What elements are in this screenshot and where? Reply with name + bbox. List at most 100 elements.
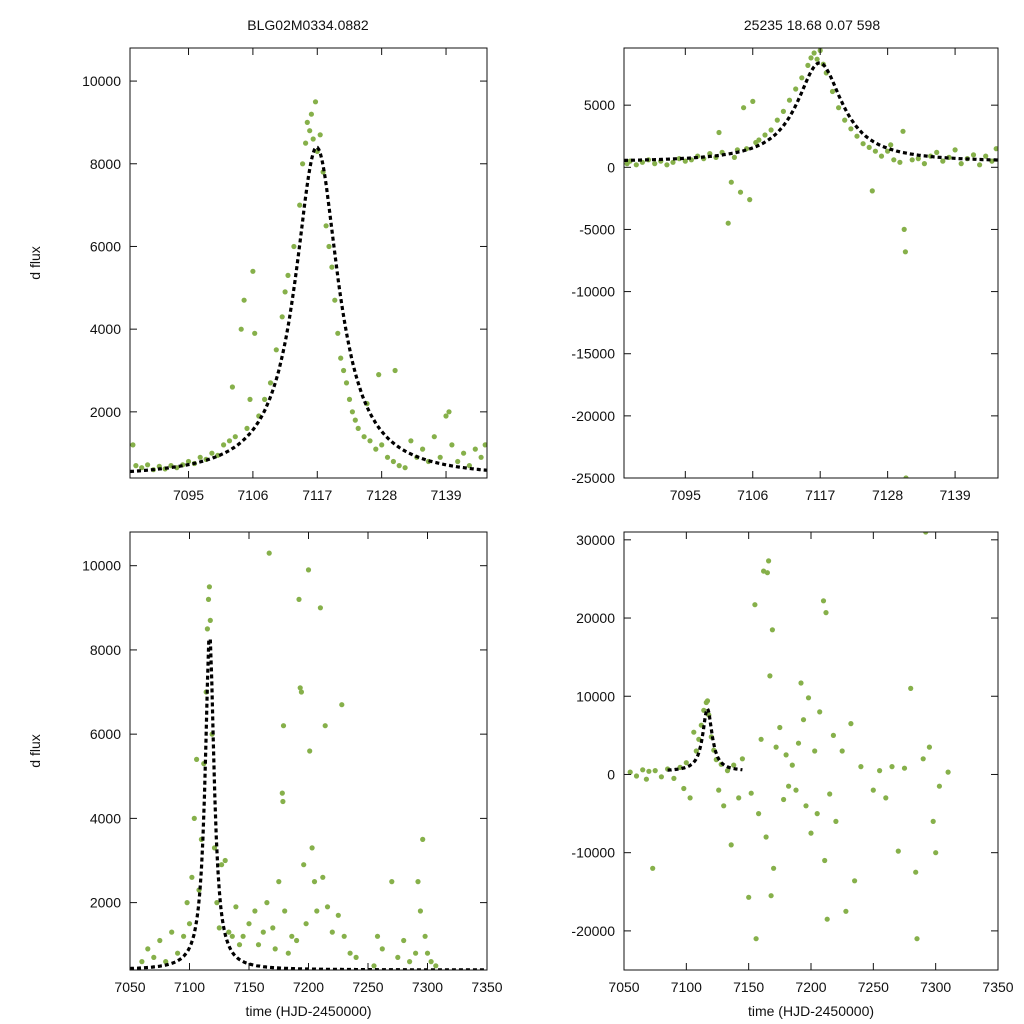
data-point (262, 396, 268, 402)
data-point (341, 367, 347, 374)
data-point (833, 818, 839, 825)
data-point (658, 774, 665, 780)
data-point (307, 748, 313, 754)
x-tick-label: 7128 (366, 487, 397, 503)
y-tick-label: 10000 (82, 73, 121, 89)
data-point (737, 189, 744, 195)
data-point (339, 702, 345, 708)
data-point (814, 56, 820, 62)
data-point (349, 409, 355, 415)
data-point (379, 946, 385, 952)
data-point (848, 721, 854, 727)
y-tick-label: 10000 (82, 558, 121, 574)
data-point (455, 458, 461, 465)
data-point (221, 442, 227, 448)
data-point (181, 933, 187, 939)
data-point (923, 532, 929, 535)
data-point (909, 157, 915, 163)
data-point (836, 105, 842, 111)
data-point (869, 188, 875, 194)
data-point (229, 933, 235, 939)
data-point (687, 795, 693, 801)
data-point (866, 144, 872, 150)
data-point (197, 454, 203, 460)
y-tick-label: 2000 (90, 895, 121, 911)
data-point (822, 857, 828, 864)
x-tick-label: 7350 (471, 979, 502, 995)
data-point (724, 768, 731, 774)
data-point (934, 149, 940, 155)
data-point (878, 153, 885, 159)
data-point (889, 764, 895, 770)
data-points (627, 532, 951, 942)
data-point (207, 617, 213, 624)
y-tick-label: -20000 (571, 408, 615, 424)
data-point (771, 865, 777, 871)
data-point (145, 946, 151, 952)
data-point (812, 748, 818, 754)
data-point (808, 55, 814, 61)
data-point (915, 156, 921, 162)
data-point (895, 848, 901, 854)
y-tick-label: 0 (607, 766, 615, 782)
data-point (446, 409, 452, 415)
data-point (952, 147, 958, 153)
data-point (264, 900, 270, 906)
data-point (900, 128, 906, 134)
x-tick-label: 7128 (872, 487, 903, 503)
data-point (311, 879, 318, 885)
data-point (297, 202, 303, 208)
data-point (746, 894, 752, 900)
data-point (374, 933, 381, 939)
data-point (294, 937, 300, 944)
data-point (633, 773, 640, 779)
bottom-left-panel: 7050 7100 7150 7200 7250 7300 7350 2000 4000 6000… (27, 531, 503, 1019)
data-point (652, 768, 658, 774)
data-point (428, 959, 434, 965)
data-point (646, 768, 652, 774)
data-point (842, 117, 848, 123)
data-point (633, 162, 639, 168)
data-point (291, 243, 297, 250)
data-point (204, 626, 210, 632)
data-point (401, 937, 407, 944)
data-point (823, 610, 829, 616)
data-point (300, 161, 306, 167)
data-point (830, 732, 837, 739)
data-point (764, 570, 771, 576)
data-point (238, 326, 244, 332)
data-point (795, 740, 802, 746)
data-point (250, 268, 256, 274)
data-point (763, 834, 769, 840)
data-point (353, 954, 359, 961)
y-tick-label: 8000 (90, 156, 121, 172)
plot-frame (129, 47, 488, 479)
x-tick-label: 7250 (352, 979, 383, 995)
data-point (993, 146, 998, 152)
data-point (304, 119, 310, 125)
data-point (157, 937, 163, 944)
data-point (206, 584, 212, 590)
y-tick-label: -25000 (571, 470, 615, 486)
data-point (267, 380, 274, 386)
y-axis-label: d flux (27, 246, 43, 279)
data-point (883, 795, 889, 801)
data-point (936, 783, 943, 789)
data-point (322, 723, 328, 729)
data-point (805, 695, 812, 701)
data-point (266, 550, 272, 556)
data-point (312, 99, 319, 105)
data-point (827, 791, 833, 797)
data-point (920, 756, 926, 762)
data-point (396, 463, 402, 469)
data-point (800, 717, 807, 723)
data-point (226, 438, 233, 444)
data-point (854, 133, 860, 139)
top-right-panel: 7095 7106 7117 7128 7139 -25000 -20000 -15000 -1… (571, 47, 999, 503)
data-point (323, 223, 329, 229)
y-tick-label: -15000 (571, 346, 615, 362)
data-point (395, 954, 401, 961)
data-point (786, 97, 793, 103)
x-tick-label: 7117 (805, 487, 835, 503)
data-point (970, 152, 977, 158)
